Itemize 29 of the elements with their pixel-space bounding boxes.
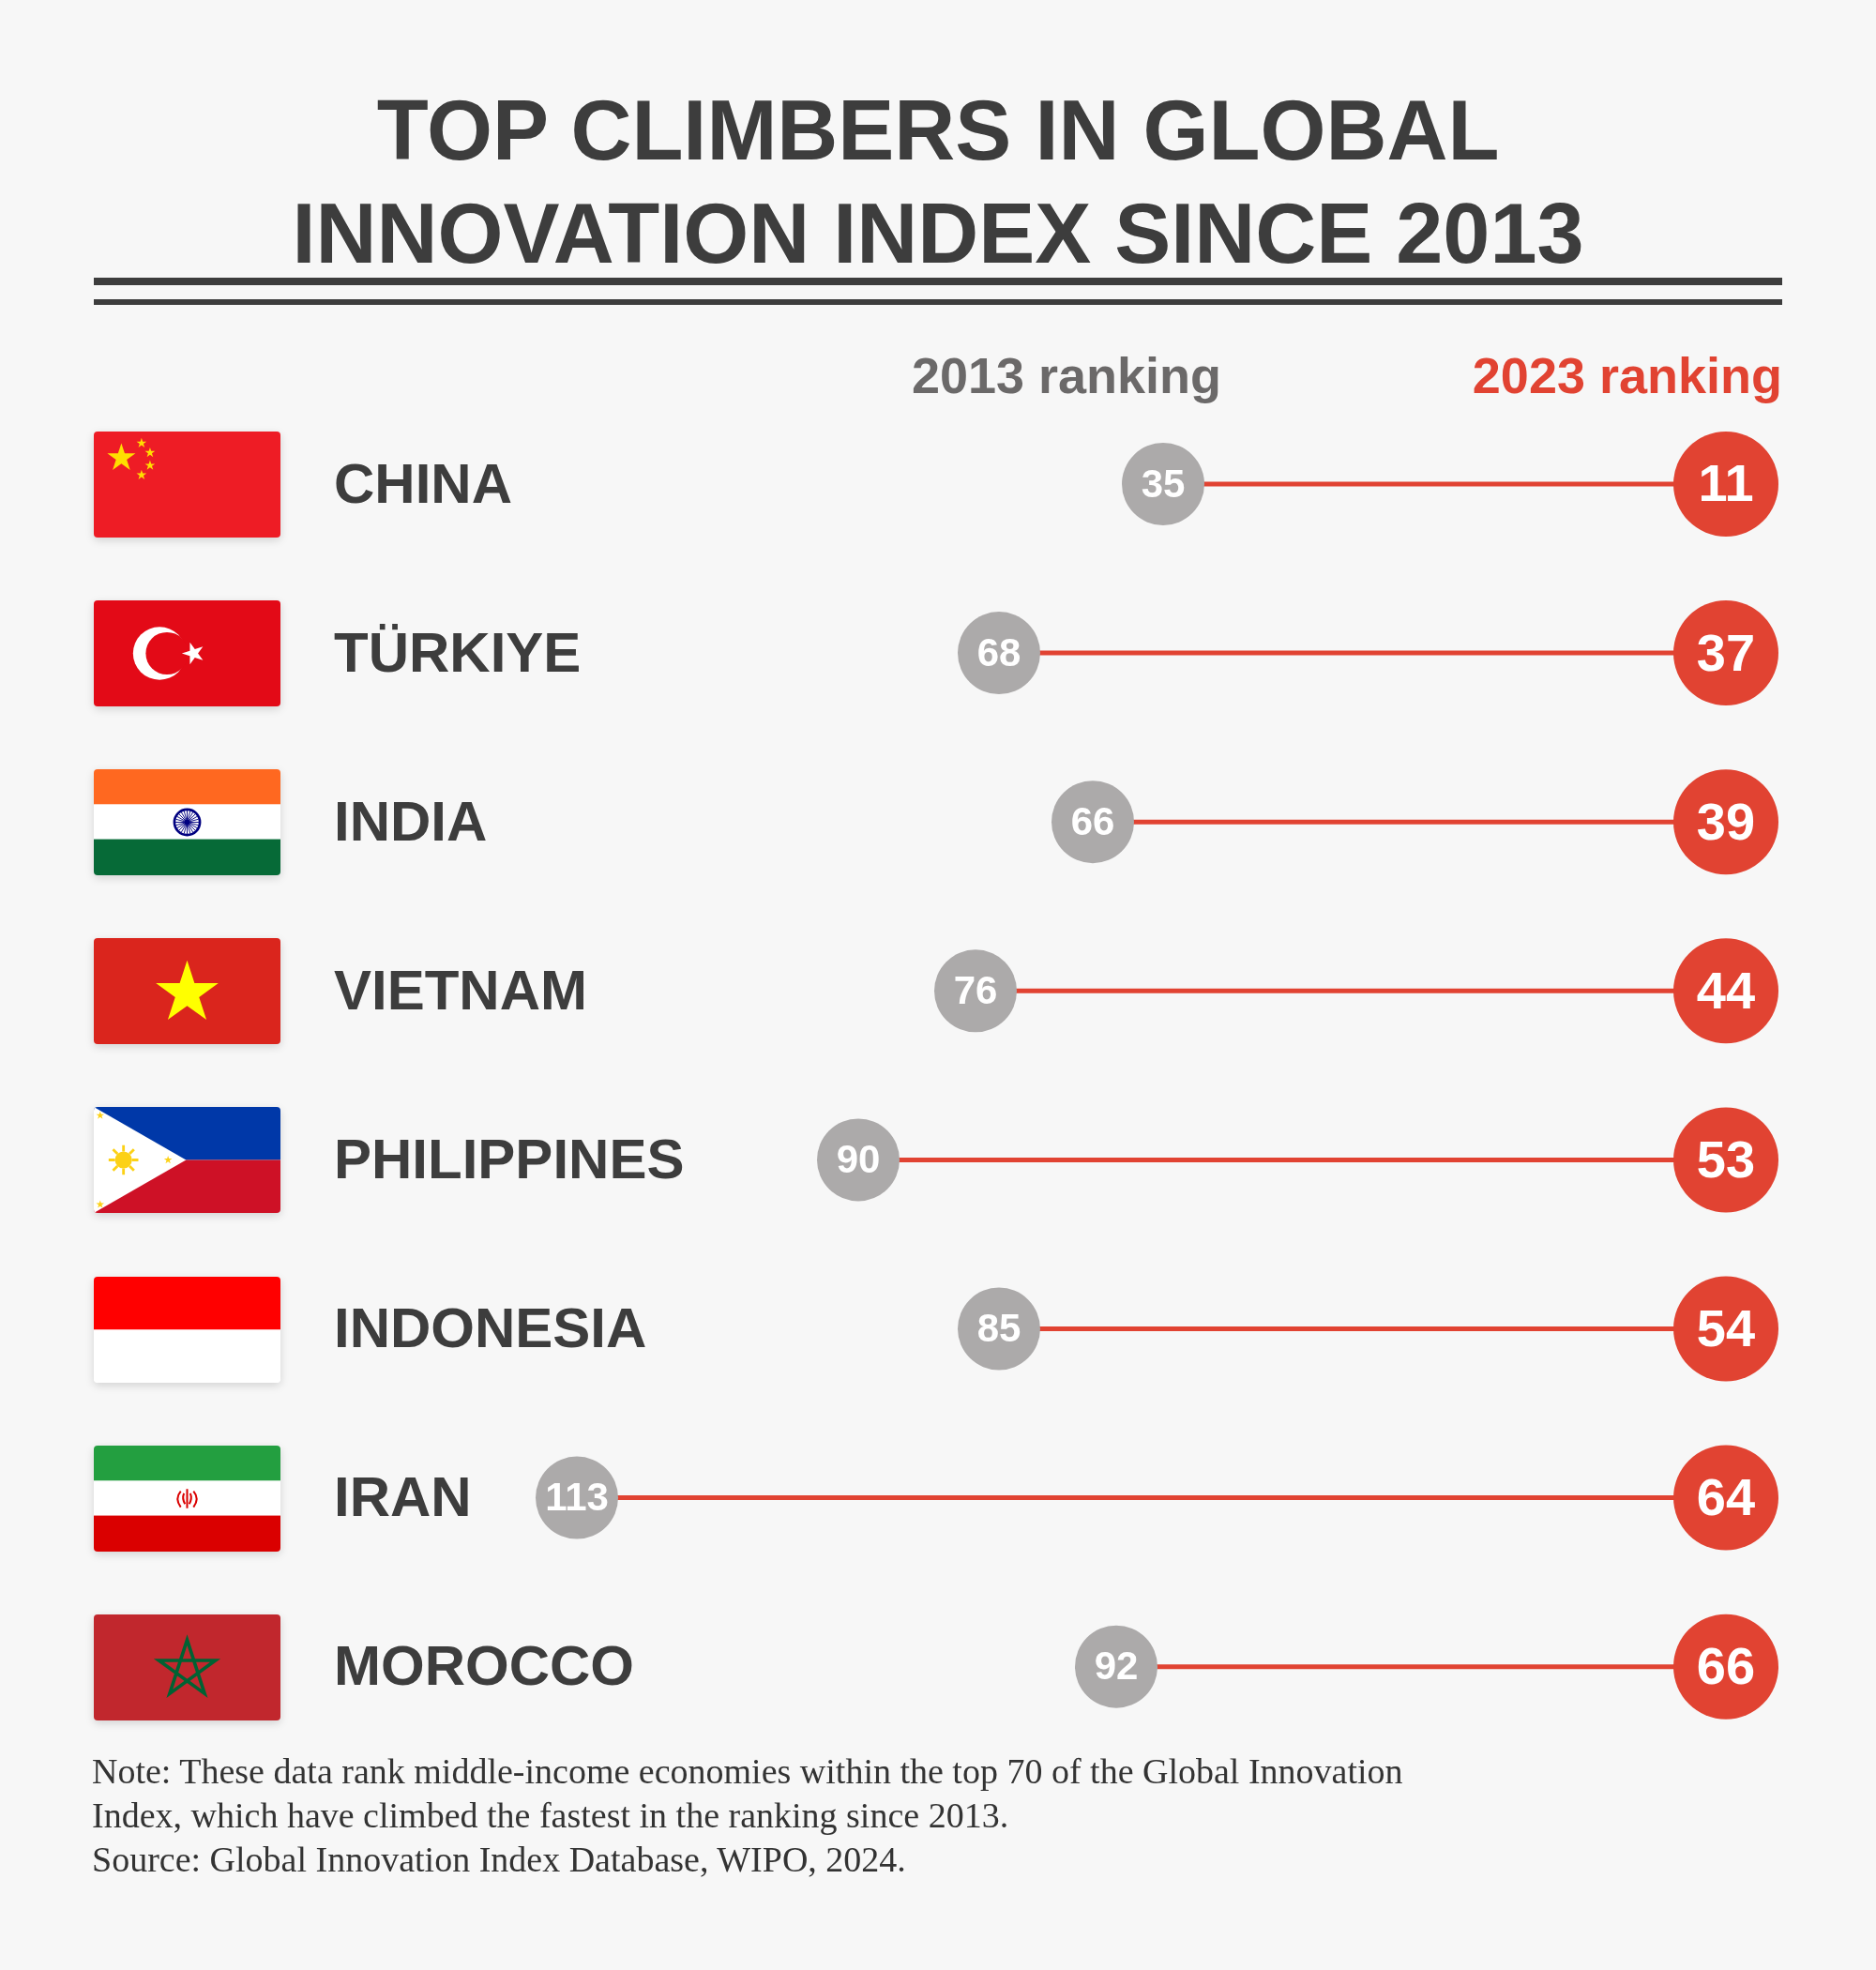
category-label: MOROCCO — [334, 1634, 634, 1698]
category-label: TÜRKIYE — [334, 620, 582, 684]
data-label: 66 — [1070, 798, 1115, 843]
data-label: 54 — [1696, 1297, 1756, 1357]
data-label: 39 — [1696, 791, 1756, 851]
series-label: 2013 ranking — [911, 347, 1222, 403]
data-label: 90 — [836, 1136, 881, 1181]
data-label: 11 — [1698, 453, 1754, 513]
category-label: INDONESIA — [334, 1296, 647, 1360]
series-label: 2023 ranking — [1472, 347, 1782, 403]
data-label: 44 — [1696, 960, 1756, 1020]
data-label: 113 — [545, 1475, 609, 1520]
category-label: VIETNAM — [334, 958, 587, 1022]
category-label: IRAN — [334, 1465, 472, 1529]
data-label: 35 — [1141, 461, 1186, 506]
data-label: 76 — [953, 967, 998, 1012]
data-label: 85 — [976, 1306, 1021, 1351]
data-label: 53 — [1696, 1129, 1756, 1189]
data-label: 68 — [976, 629, 1021, 674]
data-label: 66 — [1696, 1636, 1756, 1696]
category-label: INDIA — [334, 789, 488, 853]
category-label: PHILIPPINES — [334, 1127, 685, 1190]
data-label: 37 — [1696, 622, 1756, 682]
category-label: CHINA — [334, 451, 512, 515]
text: TOP CLIMBERS IN GLOBAL INNOVATION INDEX SINCE 2013 — [292, 83, 1584, 280]
data-label: 92 — [1094, 1644, 1139, 1689]
data-label: 64 — [1696, 1467, 1756, 1527]
source-note: Source: Global Innovation Index Database, WIPO, 2024. — [92, 1840, 906, 1879]
text: Note: These data rank middle-income economies within the top 70 of the Global Innovation Index, which have climbed the fastest in the ranking since 2013. — [92, 1751, 1403, 1835]
